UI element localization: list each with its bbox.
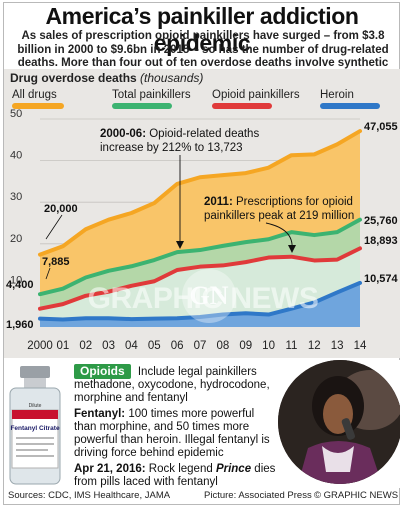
opioids-tag: Opioids: [74, 364, 131, 379]
data-label: 47,055: [364, 121, 398, 133]
y-tick-label: 30: [10, 191, 22, 203]
data-label: 1,960: [6, 319, 34, 331]
opioids-fact: Opioids Include legal painkillers methad…: [74, 364, 278, 405]
y-tick-label: 40: [10, 150, 22, 162]
opioids-text: Include legal painkillers methadone, oxy…: [74, 366, 270, 404]
data-label: 7,885: [42, 256, 70, 268]
x-tick-label: 06: [171, 340, 184, 352]
fentanyl-label: Fentanyl:: [74, 408, 126, 420]
x-tick-label: 13: [331, 340, 344, 352]
data-label: 10,574: [364, 273, 399, 285]
x-tick-label: 02: [79, 340, 92, 352]
annotation-text-line2: increase by 212% to 13,723: [100, 142, 243, 154]
x-tick-label: 11: [285, 340, 297, 352]
chart-panel: Drug overdose deaths (thousands) All drug…: [4, 69, 400, 358]
annotation-arrowhead: [288, 245, 296, 253]
fentanyl-bottle-illustration: Fentanyl Citrate Dilute: [9, 366, 61, 485]
y-tick-label: 10: [10, 274, 22, 286]
shirt-ruffle: [322, 446, 354, 472]
annotation-text: Opioid-related deaths: [146, 128, 259, 140]
x-tick-label: 08: [216, 340, 229, 352]
legend-swatch: [112, 103, 172, 109]
chart-units: (thousands): [140, 71, 203, 85]
bottle-cap: [20, 366, 50, 378]
legend-label: Total painkillers: [112, 89, 191, 101]
series-area: [40, 282, 360, 327]
annotation-bold: 2000-06:: [100, 128, 146, 140]
fentanyl-fact: Fentanyl: 100 times more powerful than m…: [74, 408, 278, 460]
x-tick-label: 07: [194, 340, 207, 352]
legend-label: Opioid painkillers: [212, 89, 300, 101]
annotation-text-line2: painkillers peak at 219 million: [204, 210, 354, 222]
annotation-2011: 2011: Prescriptions for opioid: [204, 196, 353, 208]
fentanyl-text: 100 times more powerful than morphine, a…: [74, 408, 270, 459]
legend-swatch: [320, 103, 380, 109]
watermark: GRAPHIC NEWS: [87, 282, 319, 315]
annotation-bold: 2011:: [204, 196, 233, 208]
graphic-news-logo: GN: [182, 269, 236, 323]
x-tick-label: 10: [262, 340, 275, 352]
bottle-neck: [24, 378, 46, 388]
data-label: 25,760: [364, 215, 398, 227]
chart-title: Drug overdose deaths (thousands): [10, 71, 203, 85]
prince-fact: Apr 21, 2016: Rock legend Prince dies fr…: [74, 463, 278, 489]
microphone: [341, 418, 356, 440]
x-tick-label: 14: [354, 340, 367, 352]
bottle-label: [11, 409, 59, 469]
overdose-chart: Drug overdose deaths (thousands) All drug…: [6, 71, 399, 352]
series-line: [38, 246, 362, 311]
photo-circle: [278, 360, 400, 484]
x-tick-label: 03: [102, 340, 115, 352]
series-line: [38, 280, 362, 322]
bottle-label-stripe: [12, 410, 58, 419]
x-tick-label: 05: [148, 340, 161, 352]
annotation-text: Prescriptions for opioid: [233, 196, 353, 208]
copyright: © GRAPHIC NEWS: [314, 490, 399, 501]
series-line: [38, 217, 362, 297]
legend-swatch: [212, 103, 272, 109]
series-line: [38, 129, 362, 257]
data-label: 20,000: [44, 203, 78, 215]
bottle-top-text: Dilute: [29, 403, 42, 409]
label-leader: [45, 267, 51, 280]
prince-text-1: Rock legend: [145, 463, 216, 475]
opioid-facts: Opioids Include legal painkillers methad…: [74, 364, 278, 492]
headline: America’s painkiller addiction epidemic: [45, 3, 359, 56]
prince-date: Apr 21, 2016:: [74, 463, 146, 475]
picture-credit: Picture: Associated Press: [204, 490, 312, 501]
bottle-label-text: Fentanyl Citrate: [10, 425, 60, 432]
x-tick-label: 01: [56, 340, 69, 352]
annotation-arrowhead: [176, 241, 184, 249]
data-label: 4,400: [6, 279, 34, 291]
x-tick-label: 09: [239, 340, 252, 352]
annotation-2000-06: 2000-06: Opioid-related deaths: [100, 128, 259, 140]
data-label: 18,893: [364, 235, 398, 247]
chart-title-main: Drug overdose deaths: [10, 71, 140, 85]
label-leader: [45, 214, 63, 240]
prince-text-2: dies from pills laced with fentanyl: [74, 463, 276, 488]
prince-photo: [270, 360, 400, 488]
series-area: [40, 248, 360, 320]
x-tick-label: 2000: [27, 340, 53, 352]
legend-label: Heroin: [320, 89, 354, 101]
legend-label: All drugs: [12, 89, 57, 101]
photo-illustration: [278, 360, 400, 484]
sources: Sources: CDC, IMS Healthcare, JAMA: [8, 490, 171, 501]
prince-name: Prince: [215, 463, 252, 475]
x-tick-label: 12: [308, 340, 321, 352]
legend-swatch: [12, 103, 64, 109]
y-tick-label: 50: [10, 108, 22, 120]
x-tick-label: 04: [125, 340, 138, 352]
y-tick-label: 20: [10, 233, 22, 245]
